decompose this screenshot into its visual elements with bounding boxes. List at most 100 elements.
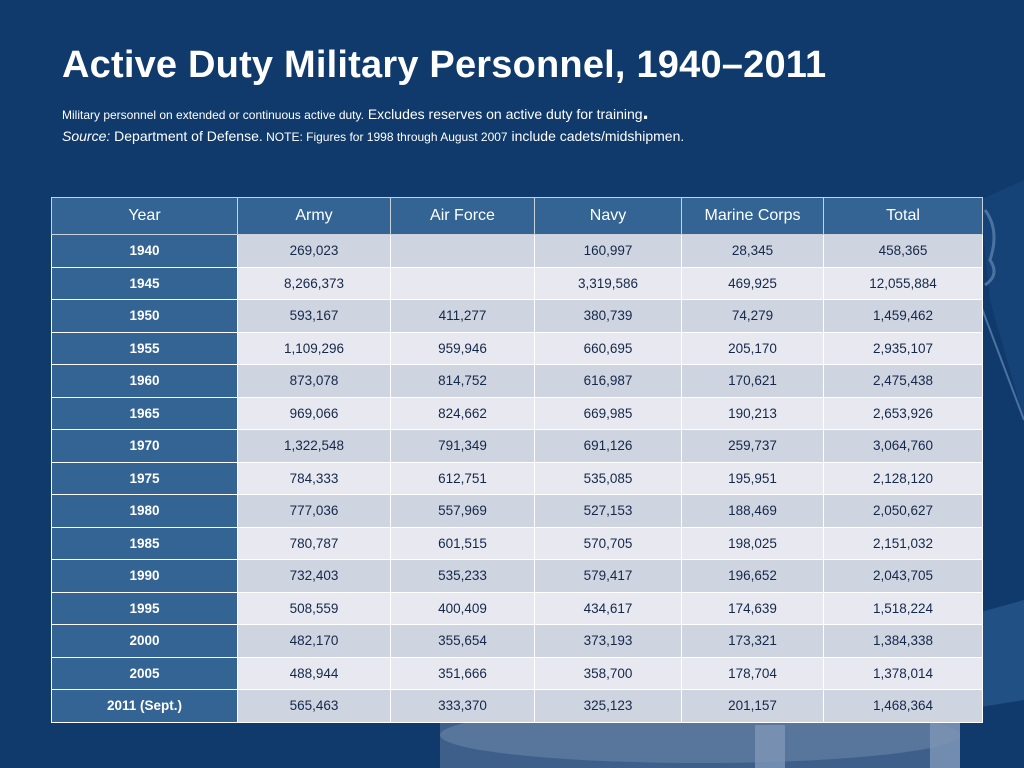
year-cell: 1965 — [51, 396, 238, 430]
marine-corps-cell: 170,621 — [681, 364, 824, 398]
table-header-row: Year Army Air Force Navy Marine Corps To… — [51, 197, 983, 235]
air-force-cell: 535,233 — [390, 559, 535, 593]
marine-corps-cell: 178,704 — [681, 656, 824, 690]
table-row: 2005 488,944 351,666 358,700 178,704 1,378,01… — [51, 656, 983, 690]
column-header-marine-corps: Marine Corps — [681, 197, 824, 235]
personnel-table: Year Army Air Force Navy Marine Corps To… — [51, 197, 983, 723]
marine-corps-cell: 201,157 — [681, 689, 824, 723]
air-force-cell — [390, 234, 535, 268]
air-force-cell: 355,654 — [390, 624, 535, 658]
navy-cell: 691,126 — [534, 429, 682, 463]
marine-corps-cell: 469,925 — [681, 266, 824, 300]
table-row: 1995 508,559 400,409 434,617 174,639 1,518,22… — [51, 591, 983, 625]
table-row: 1990 732,403 535,233 579,417 196,652 2,043,70… — [51, 559, 983, 593]
year-cell: 1955 — [51, 331, 238, 365]
description-period: . — [642, 99, 649, 124]
army-cell: 593,167 — [237, 299, 391, 333]
year-cell: 1995 — [51, 591, 238, 625]
marine-corps-cell: 28,345 — [681, 234, 824, 268]
note-large-text: include cadets/midshipmen. — [507, 128, 685, 144]
total-cell: 1,378,014 — [823, 656, 983, 690]
army-cell: 873,078 — [237, 364, 391, 398]
total-cell: 2,050,627 — [823, 494, 983, 528]
marine-corps-cell: 174,639 — [681, 591, 824, 625]
air-force-cell: 601,515 — [390, 526, 535, 560]
navy-cell: 434,617 — [534, 591, 682, 625]
navy-cell: 373,193 — [534, 624, 682, 658]
army-cell: 488,944 — [237, 656, 391, 690]
year-cell: 1990 — [51, 559, 238, 593]
total-cell: 1,468,364 — [823, 689, 983, 723]
air-force-cell: 333,370 — [390, 689, 535, 723]
table-row: 2000 482,170 355,654 373,193 173,321 1,384,33… — [51, 624, 983, 658]
source-text: Department of Defense. — [110, 128, 263, 144]
subtitle-line-description: Military personnel on extended or contin… — [62, 101, 649, 125]
year-cell: 1975 — [51, 461, 238, 495]
table-row: 1985 780,787 601,515 570,705 198,025 2,151,03… — [51, 526, 983, 560]
army-cell: 508,559 — [237, 591, 391, 625]
army-cell: 784,333 — [237, 461, 391, 495]
table-row: 1945 8,266,373 3,319,586 469,925 12,055,884 — [51, 266, 983, 300]
total-cell: 2,653,926 — [823, 396, 983, 430]
navy-cell: 616,987 — [534, 364, 682, 398]
navy-cell: 669,985 — [534, 396, 682, 430]
total-cell: 2,475,438 — [823, 364, 983, 398]
marine-corps-cell: 190,213 — [681, 396, 824, 430]
navy-cell: 660,695 — [534, 331, 682, 365]
air-force-cell: 959,946 — [390, 331, 535, 365]
marine-corps-cell: 173,321 — [681, 624, 824, 658]
year-cell: 1960 — [51, 364, 238, 398]
year-cell: 1980 — [51, 494, 238, 528]
year-cell: 2005 — [51, 656, 238, 690]
column-header-total: Total — [823, 197, 983, 235]
source-label: Source: — [62, 128, 111, 144]
air-force-cell: 824,662 — [390, 396, 535, 430]
navy-cell: 535,085 — [534, 461, 682, 495]
year-cell: 1940 — [51, 234, 238, 268]
navy-cell: 358,700 — [534, 656, 682, 690]
army-cell: 777,036 — [237, 494, 391, 528]
marine-corps-cell: 196,652 — [681, 559, 824, 593]
total-cell: 3,064,760 — [823, 429, 983, 463]
marine-corps-cell: 195,951 — [681, 461, 824, 495]
column-header-air-force: Air Force — [390, 197, 535, 235]
total-cell: 2,043,705 — [823, 559, 983, 593]
air-force-cell — [390, 266, 535, 300]
column-header-year: Year — [51, 197, 238, 235]
marine-corps-cell: 74,279 — [681, 299, 824, 333]
navy-cell: 325,123 — [534, 689, 682, 723]
marine-corps-cell: 198,025 — [681, 526, 824, 560]
army-cell: 1,109,296 — [237, 331, 391, 365]
marine-corps-cell: 188,469 — [681, 494, 824, 528]
army-cell: 269,023 — [237, 234, 391, 268]
army-cell: 780,787 — [237, 526, 391, 560]
table-row: 1940 269,023 160,997 28,345 458,365 — [51, 234, 983, 268]
navy-cell: 527,153 — [534, 494, 682, 528]
year-cell: 1985 — [51, 526, 238, 560]
air-force-cell: 557,969 — [390, 494, 535, 528]
total-cell: 1,518,224 — [823, 591, 983, 625]
column-header-navy: Navy — [534, 197, 682, 235]
army-cell: 1,322,548 — [237, 429, 391, 463]
note-small-text: NOTE: Figures for 1998 through August 20… — [262, 130, 508, 144]
navy-cell: 3,319,586 — [534, 266, 682, 300]
page-title: Active Duty Military Personnel, 1940–201… — [62, 44, 827, 86]
year-cell: 1945 — [51, 266, 238, 300]
navy-cell: 570,705 — [534, 526, 682, 560]
navy-cell: 380,739 — [534, 299, 682, 333]
navy-cell: 579,417 — [534, 559, 682, 593]
year-cell: 2000 — [51, 624, 238, 658]
table-row: 1960 873,078 814,752 616,987 170,621 2,475,43… — [51, 364, 983, 398]
total-cell: 2,151,032 — [823, 526, 983, 560]
navy-cell: 160,997 — [534, 234, 682, 268]
year-cell: 1950 — [51, 299, 238, 333]
army-cell: 482,170 — [237, 624, 391, 658]
table-row: 1955 1,109,296 959,946 660,695 205,170 2,935,… — [51, 331, 983, 365]
army-cell: 565,463 — [237, 689, 391, 723]
year-cell: 1970 — [51, 429, 238, 463]
army-cell: 8,266,373 — [237, 266, 391, 300]
subtitle-line-source: Source: Department of Defense. NOTE: Fig… — [62, 126, 684, 147]
table-row: 2011 (Sept.) 565,463 333,370 325,123 201,157… — [51, 689, 983, 723]
total-cell: 2,128,120 — [823, 461, 983, 495]
air-force-cell: 411,277 — [390, 299, 535, 333]
